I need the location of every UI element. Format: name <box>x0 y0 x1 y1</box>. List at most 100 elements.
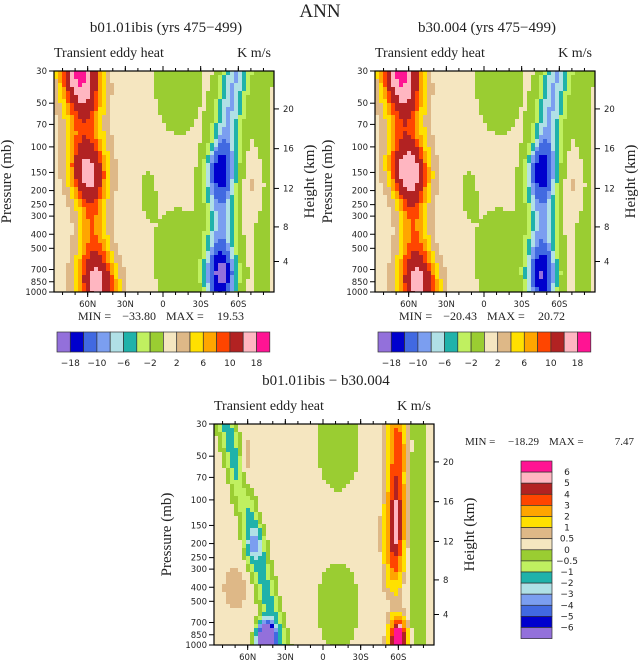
contour-cell <box>391 91 395 95</box>
contour-cell <box>523 79 527 83</box>
contour-cell <box>238 239 242 243</box>
contour-cell <box>435 175 439 179</box>
contour-cell <box>395 159 399 163</box>
contour-cell <box>463 95 467 99</box>
contour-cell <box>435 187 439 191</box>
contour-cell <box>403 131 407 135</box>
contour-cell <box>190 155 194 159</box>
contour-cell <box>254 79 258 83</box>
contour-cell <box>154 207 158 211</box>
contour-cell <box>443 179 447 183</box>
contour-cell <box>58 243 62 247</box>
contour-cell <box>571 159 575 163</box>
contour-cell <box>86 103 90 107</box>
contour-cell <box>94 255 98 259</box>
contour-cell <box>126 103 130 107</box>
contour-cell <box>186 147 190 151</box>
contour-cell <box>523 179 527 183</box>
contour-cell <box>162 135 166 139</box>
contour-cell <box>238 219 242 223</box>
contour-cell <box>174 167 178 171</box>
contour-cell <box>262 259 266 263</box>
contour-cell <box>230 163 234 167</box>
contour-cell <box>475 99 479 103</box>
contour-cell <box>210 87 214 91</box>
contour-cell <box>535 119 539 123</box>
x-tick-label: 0 <box>160 300 165 310</box>
contour-cell <box>507 123 511 127</box>
contour-cell <box>222 123 226 127</box>
contour-cell <box>471 103 475 107</box>
contour-cell <box>114 251 118 255</box>
contour-cell <box>194 155 198 159</box>
contour-cell <box>250 195 254 199</box>
contour-cell <box>206 199 210 203</box>
contour-cell <box>226 223 230 227</box>
contour-cell <box>399 163 403 167</box>
contour-cell <box>411 179 415 183</box>
contour-cell <box>98 187 102 191</box>
contour-cell <box>447 75 451 79</box>
contour-cell <box>90 167 94 171</box>
contour-cell <box>411 167 415 171</box>
contour-cell <box>174 163 178 167</box>
contour-cell <box>106 271 110 275</box>
contour-cell <box>182 179 186 183</box>
contour-cell <box>198 115 202 119</box>
contour-cell <box>206 255 210 259</box>
contour-cell <box>122 119 126 123</box>
contour-cell <box>78 115 82 119</box>
contour-cell <box>118 95 122 99</box>
contour-cell <box>90 71 94 75</box>
contour-cell <box>399 135 403 139</box>
contour-cell <box>214 247 218 251</box>
contour-cell <box>102 103 106 107</box>
contour-cell <box>226 243 230 247</box>
contour-cell <box>190 91 194 95</box>
contour-cell <box>395 103 399 107</box>
contour-cell <box>515 191 519 195</box>
contour-cell <box>158 227 162 231</box>
contour-cell <box>234 227 238 231</box>
contour-cell <box>146 219 150 223</box>
contour-cell <box>54 143 58 147</box>
contour-cell <box>142 87 146 91</box>
contour-cell <box>162 271 166 275</box>
contour-cell <box>98 107 102 111</box>
contour-cell <box>166 231 170 235</box>
contour-cell <box>194 251 198 255</box>
contour-cell <box>194 99 198 103</box>
contour-cell <box>102 155 106 159</box>
contour-cell <box>150 163 154 167</box>
contour-cell <box>98 183 102 187</box>
contour-cell <box>559 83 563 87</box>
contour-cell <box>82 223 86 227</box>
contour-cell <box>118 83 122 87</box>
contour-cell <box>395 163 399 167</box>
contour-cell <box>515 75 519 79</box>
contour-cell <box>162 199 166 203</box>
contour-cell <box>266 187 270 191</box>
contour-cell <box>126 159 130 163</box>
contour-cell <box>122 79 126 83</box>
contour-cell <box>174 287 178 291</box>
contour-cell <box>110 211 114 215</box>
contour-cell <box>174 123 178 127</box>
contour-cell <box>242 227 246 231</box>
contour-cell <box>383 195 387 199</box>
figure-title: ANN <box>299 1 340 22</box>
contour-cell <box>407 115 411 119</box>
contour-cell <box>250 287 254 291</box>
contour-cell <box>459 147 463 151</box>
contour-cell <box>174 259 178 263</box>
contour-cell <box>174 279 178 283</box>
contour-cell <box>122 83 126 87</box>
contour-cell <box>154 123 158 127</box>
contour-cell <box>383 91 387 95</box>
contour-cell <box>190 271 194 275</box>
contour-cell <box>242 231 246 235</box>
contour-cell <box>54 211 58 215</box>
contour-cell <box>198 211 202 215</box>
contour-cell <box>242 195 246 199</box>
contour-cell <box>210 115 214 119</box>
